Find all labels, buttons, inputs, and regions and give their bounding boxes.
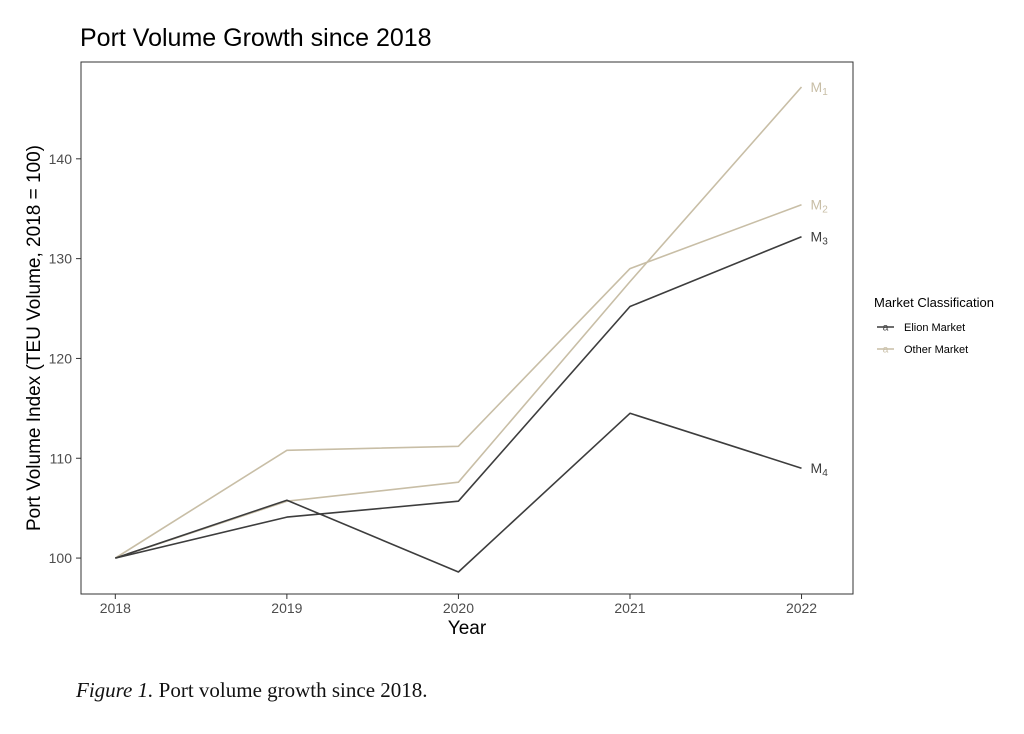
legend-key-letter-icon: a — [883, 345, 889, 356]
series-end-label-subscript: 2 — [822, 205, 828, 216]
y-tick-label: 100 — [49, 550, 73, 566]
y-axis-label: Port Volume Index (TEU Volume, 2018 = 10… — [24, 145, 45, 531]
series-line-m1 — [115, 86, 803, 559]
x-tick-label: 2021 — [614, 600, 645, 616]
series-end-label-subscript: 4 — [822, 468, 828, 479]
line-chart: 100 110 120 130 140 2018 2019 2020 2021 2022 Year P… — [24, 61, 994, 639]
y-tick-label: 110 — [50, 450, 73, 466]
legend-entry-label: Other Market — [904, 344, 968, 356]
x-tick-label: 2020 — [443, 600, 474, 616]
series-end-label: M4 — [811, 460, 829, 479]
legend-title: Market Classification — [874, 295, 994, 310]
figure-caption-text: Port volume growth since 2018. — [153, 678, 428, 702]
y-tick-label: 140 — [49, 151, 73, 167]
legend-entry-label: Elion Market — [904, 322, 965, 334]
x-tick-label: 2019 — [271, 600, 302, 616]
series-line-m3 — [115, 235, 802, 559]
series-end-label-subscript: 3 — [822, 237, 828, 248]
x-tick-label: 2022 — [786, 600, 817, 616]
series-line-m4 — [115, 412, 802, 573]
series-end-label: M2 — [811, 197, 829, 216]
series-end-label-subscript: 1 — [822, 87, 828, 98]
series-end-label: M1 — [811, 79, 829, 98]
figure-caption-label: Figure 1. — [76, 678, 154, 702]
legend-key-letter-icon: a — [883, 323, 889, 334]
x-axis-label: Year — [448, 618, 487, 639]
series-line-m2 — [114, 203, 802, 559]
chart-title: Port Volume Growth since 2018 — [80, 24, 432, 52]
figure-caption: Figure 1. Port volume growth since 2018. — [76, 678, 428, 703]
series-end-label: M3 — [811, 229, 829, 248]
plot-panel-border — [80, 61, 854, 595]
y-tick-label: 130 — [49, 251, 73, 267]
x-tick-label: 2018 — [100, 600, 131, 616]
y-tick-label: 120 — [49, 350, 73, 366]
